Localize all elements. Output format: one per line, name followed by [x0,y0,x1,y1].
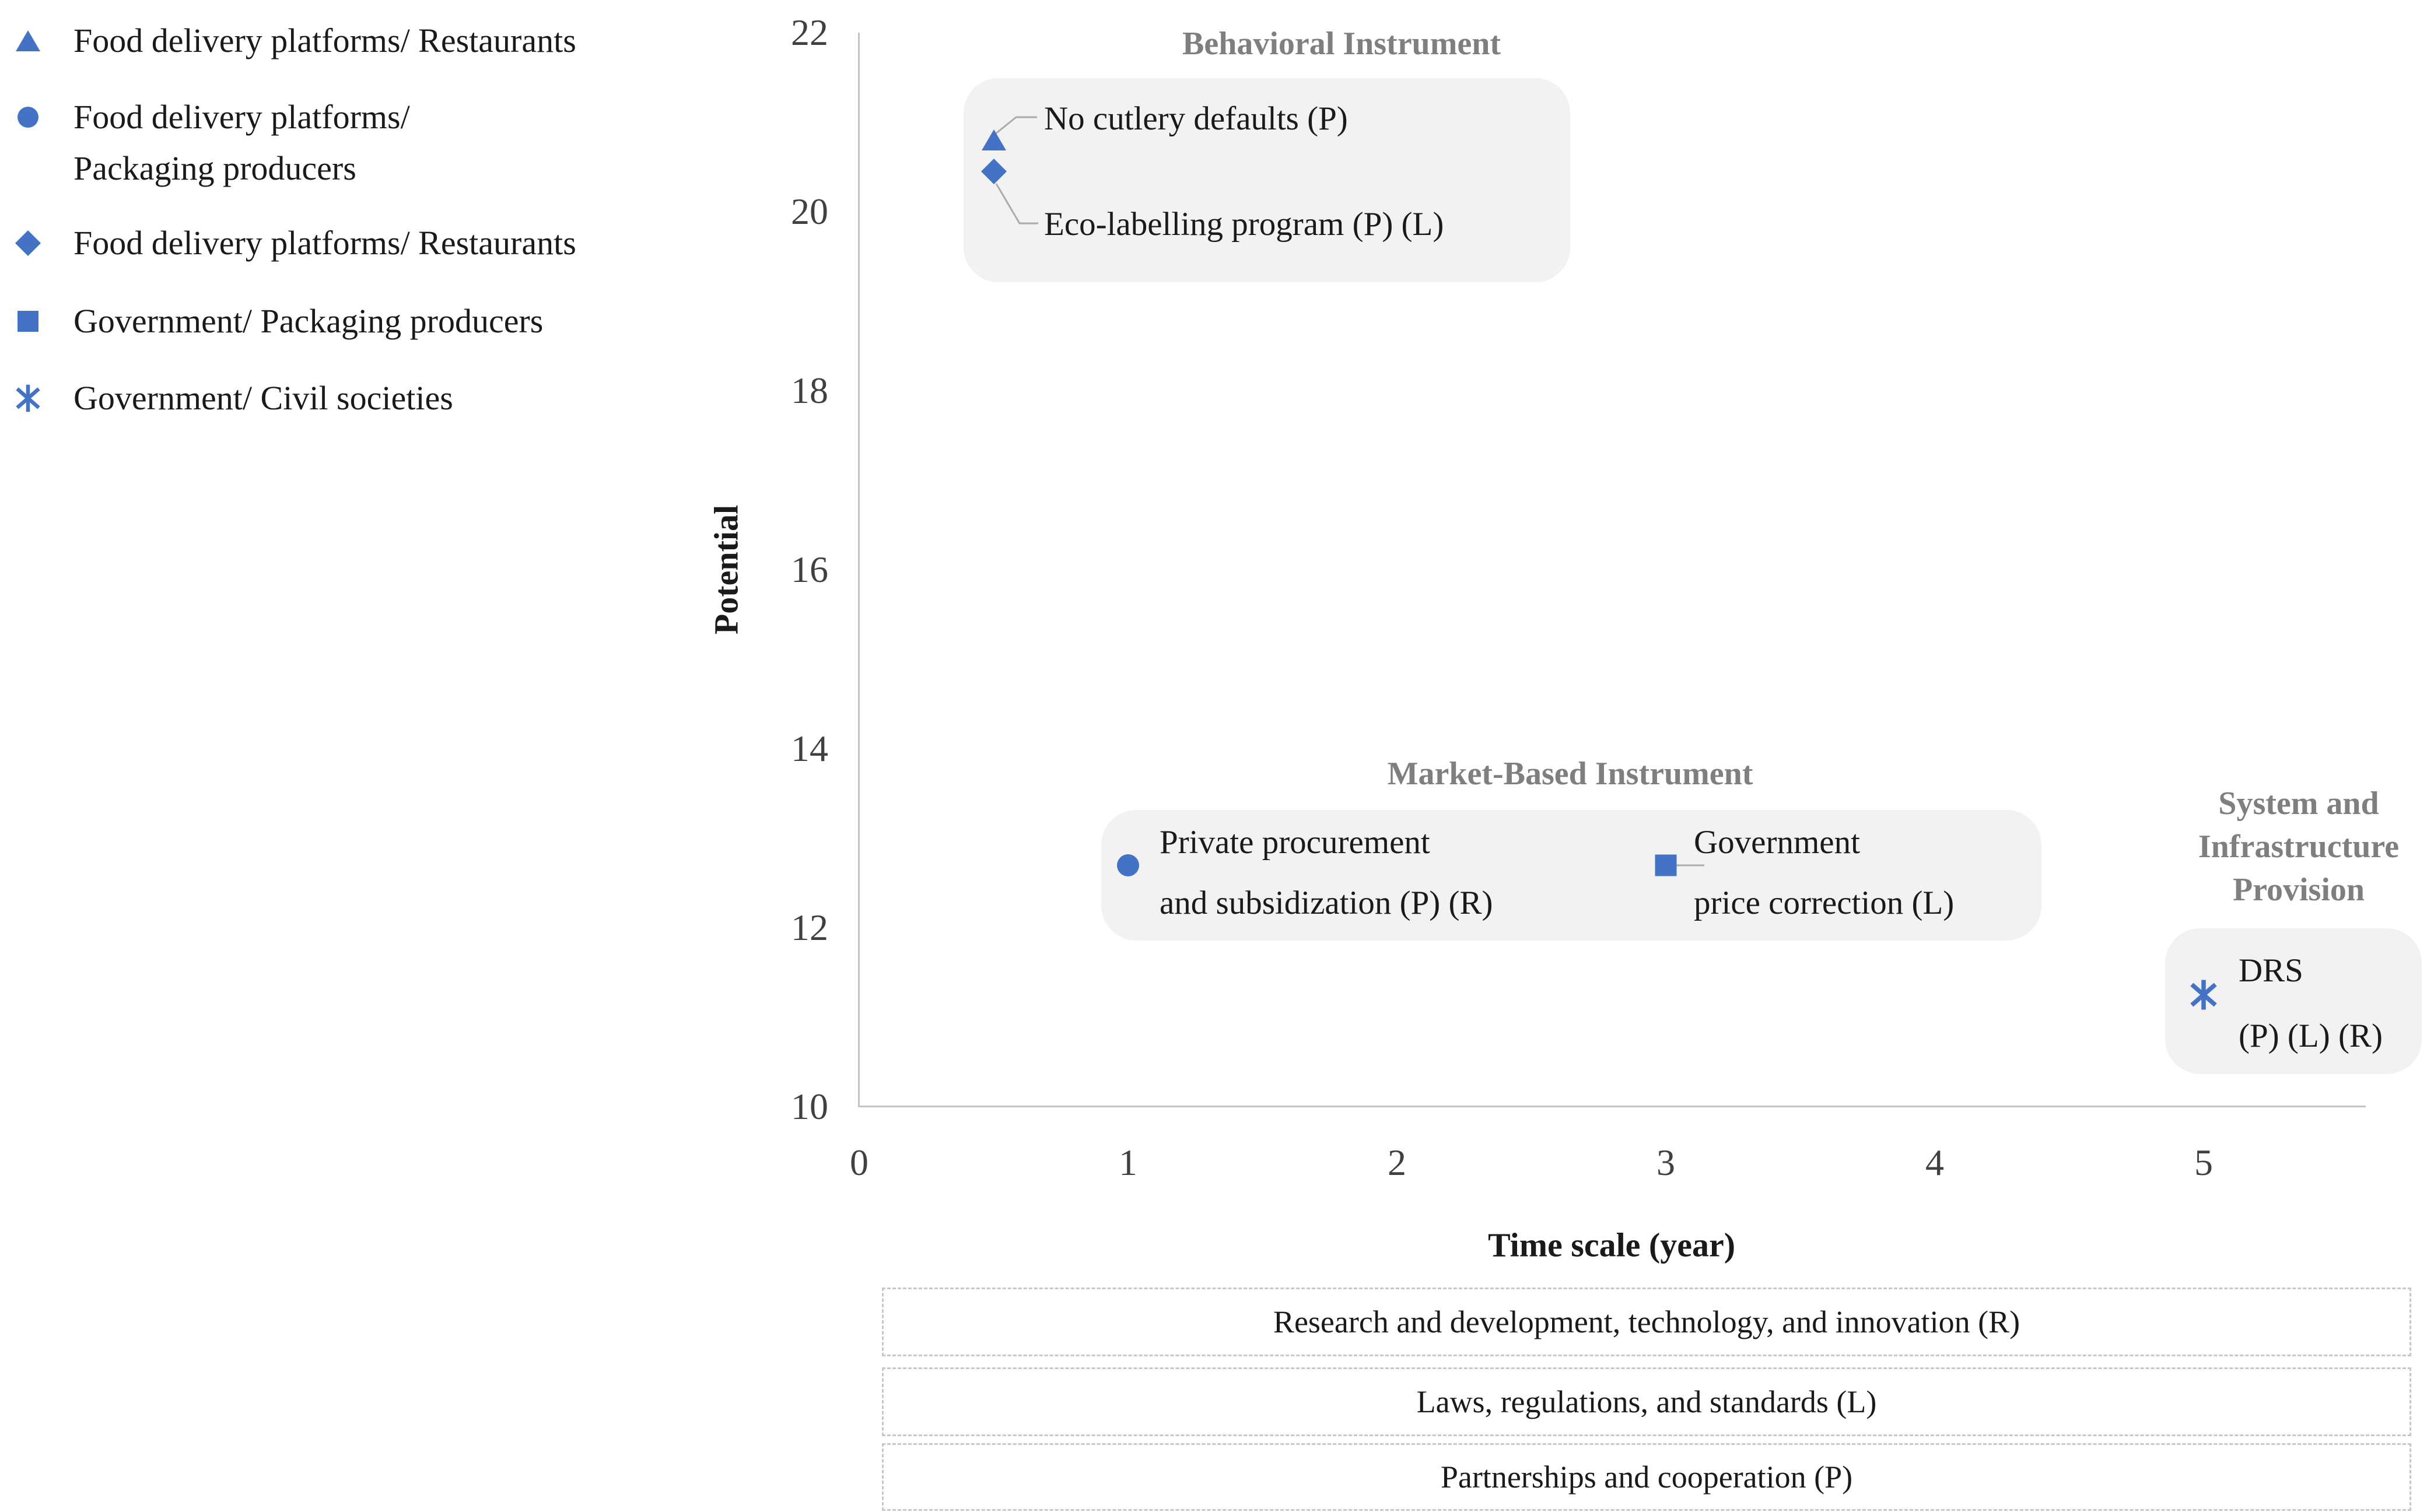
x-tick-label: 1 [1119,1142,1137,1183]
x-axis-title: Time scale (year) [1487,1226,1736,1264]
annotation-private-procurement: Private procurement and subsidization (P… [1160,825,1493,921]
legend-label: Food delivery platforms/ Restaurants [73,224,576,262]
footer-box-label: Partnerships and cooperation (P) [1440,1460,1853,1495]
legend-label: Food delivery platforms/ Restaurants [73,22,576,59]
behavioral-annotation-box [964,78,1570,282]
footer-box-research: Research and development, technology, an… [882,1288,2411,1356]
leader-eco-labelling [995,183,1038,224]
market-annotation-box [1101,810,2041,941]
square-marker-icon [6,303,50,340]
circle-marker-icon [6,99,50,136]
footer-box-partnerships: Partnerships and cooperation (P) [882,1443,2411,1511]
x-tick-label: 4 [1925,1142,1944,1183]
annotation-government-price: Government price correction (L) [1694,825,1954,921]
market-based-instrument-title: Market-Based Instrument [1387,756,1753,792]
legend-label: Government/ Packaging producers [73,302,544,340]
annotation-line: and subsidization (P) (R) [1160,885,1493,921]
footer-box-label: Research and development, technology, an… [1273,1304,2020,1339]
y-tick-label: 12 [791,907,828,948]
x-tick-label: 5 [2194,1142,2213,1183]
annotation-line: DRS [2239,952,2303,989]
y-tick-label: 10 [791,1086,828,1127]
legend-label: Packaging producers [73,149,356,187]
y-tick-label: 20 [791,191,828,232]
point-eco-labelling [980,158,1007,184]
legend-item-circle: Food delivery platforms/ Packaging produ… [6,99,410,187]
y-tick-label: 22 [791,12,828,53]
leader-no-cutlery [994,116,1037,135]
annotation-line: price correction (L) [1694,885,1955,921]
y-tick-label: 16 [791,549,828,590]
point-drs [2188,980,2219,1010]
annotation-no-cutlery: No cutlery defaults (P) [1044,101,1348,136]
behavioral-instrument-title: Behavioral Instrument [1182,26,1501,62]
legend-label: Food delivery platforms/ [73,98,410,136]
legend-item-asterisk: Government/ Civil societies [6,380,453,417]
point-government-price-correction [1655,854,1677,876]
footer-box-laws: Laws, regulations, and standards (L) [882,1367,2411,1436]
y-tick-label: 14 [791,728,828,769]
legend-label: Government/ Civil societies [73,379,453,417]
annotation-eco-labelling: Eco-labelling program (P) (L) [1044,207,1444,242]
asterisk-marker-icon [6,380,50,417]
annotation-line: (P) (L) (R) [2239,1018,2383,1054]
point-private-procurement [1117,854,1139,876]
y-axis-line [858,33,860,1107]
x-tick-label: 0 [850,1142,868,1183]
x-axis-line [858,1106,2366,1107]
annotation-line: Eco-labelling program (P) (L) [1044,206,1444,243]
point-no-cutlery-defaults [981,129,1006,151]
x-tick-label: 2 [1388,1142,1406,1183]
system-infrastructure-title: System and Infrastructure Provision [2198,785,2400,908]
annotation-line: Private procurement [1160,824,1430,861]
footer-box-label: Laws, regulations, and standards (L) [1416,1384,1877,1419]
legend-item-triangle: Food delivery platforms/ Restaurants [6,22,576,59]
x-tick-label: 3 [1656,1142,1675,1183]
annotation-line: No cutlery defaults (P) [1044,100,1348,137]
legend-item-square: Government/ Packaging producers [6,303,543,340]
diamond-marker-icon [6,224,50,262]
triangle-marker-icon [6,22,50,59]
annotation-drs: DRS (P) (L) (R) [2239,953,2383,1054]
legend-item-diamond: Food delivery platforms/ Restaurants [6,224,576,262]
annotation-line: Government [1694,824,1860,861]
y-tick-label: 18 [791,370,828,411]
